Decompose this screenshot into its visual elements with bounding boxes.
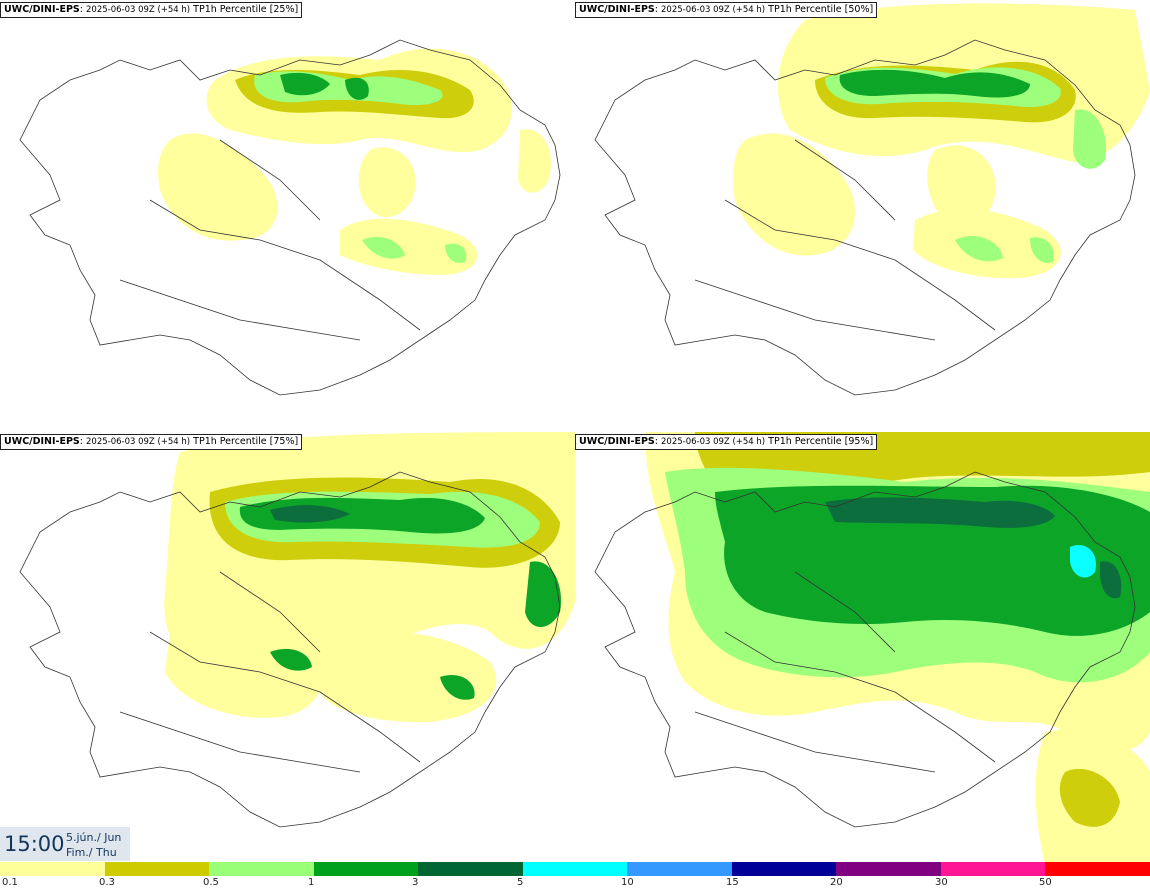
- legend-label: 20: [830, 877, 843, 888]
- panel-title: UWC/DINI-EPS: 2025-06-03 09Z (+54 h) TP1…: [0, 434, 303, 450]
- panel-source: UWC/DINI-EPS: [579, 4, 655, 15]
- legend-swatch: [313, 862, 419, 876]
- legend-label: 0.3: [99, 877, 115, 888]
- coastline: [594, 39, 1136, 396]
- legend-swatch: [627, 862, 732, 876]
- panel-title: UWC/DINI-EPS: 2025-06-03 09Z (+54 h) TP1…: [575, 2, 878, 18]
- precip-field: [645, 432, 1150, 864]
- coastline: [19, 39, 561, 396]
- valid-date: 5.jún./ Jun: [66, 831, 122, 844]
- legend-label: 0.1: [2, 877, 18, 888]
- panel-source: UWC/DINI-EPS: [579, 436, 655, 447]
- legend-label: 5: [517, 877, 524, 888]
- panel-title: UWC/DINI-EPS: 2025-06-03 09Z (+54 h) TP1…: [0, 2, 303, 18]
- panel-run: 2025-06-03 09Z (+54 h): [86, 5, 191, 15]
- valid-weekday: Fim./ Thu: [66, 846, 117, 859]
- panel-run: 2025-06-03 09Z (+54 h): [661, 5, 766, 15]
- precip-field: [158, 48, 551, 275]
- panel-field: TP1h Percentile [25%]: [193, 4, 299, 15]
- legend-swatch: [731, 862, 837, 876]
- precip-map-p50: [594, 3, 1150, 396]
- precip-legend: 0.1 0.3 0.5 1 3 5 10 15 20 30 50: [0, 862, 1150, 891]
- map-panel-p50: UWC/DINI-EPS: 2025-06-03 09Z (+54 h) TP1…: [575, 0, 1150, 432]
- panel-source: UWC/DINI-EPS: [4, 4, 80, 15]
- legend-label: 10: [621, 877, 634, 888]
- legend-swatch: [1045, 862, 1150, 876]
- panel-run: 2025-06-03 09Z (+54 h): [661, 437, 766, 447]
- map-panel-p25: UWC/DINI-EPS: 2025-06-03 09Z (+54 h) TP1…: [0, 0, 575, 432]
- panel-run: 2025-06-03 09Z (+54 h): [86, 437, 191, 447]
- legend-swatch: [522, 862, 628, 876]
- legend-swatch: [836, 862, 941, 876]
- legend-label: 30: [935, 877, 948, 888]
- precip-field: [164, 432, 575, 723]
- precip-map-p95: [594, 432, 1150, 864]
- coastline: [594, 471, 1136, 828]
- panel-field: TP1h Percentile [95%]: [768, 436, 874, 447]
- legend-label: 3: [412, 877, 419, 888]
- panel-title: UWC/DINI-EPS: 2025-06-03 09Z (+54 h) TP1…: [575, 434, 878, 450]
- panel-field: TP1h Percentile [50%]: [768, 4, 874, 15]
- panel-field: TP1h Percentile [75%]: [193, 436, 299, 447]
- legend-swatch: [209, 862, 314, 876]
- legend-label: 1: [308, 877, 315, 888]
- coastline: [19, 471, 561, 828]
- valid-hour: 15:00: [4, 832, 65, 856]
- legend-swatch: [104, 862, 210, 876]
- legend-swatch: [418, 862, 523, 876]
- map-panel-p95: UWC/DINI-EPS: 2025-06-03 09Z (+54 h) TP1…: [575, 432, 1150, 864]
- legend-label: 15: [726, 877, 739, 888]
- legend-swatch: [940, 862, 1046, 876]
- panel-source: UWC/DINI-EPS: [4, 436, 80, 447]
- precip-map-p75: [19, 432, 575, 828]
- legend-swatch: [0, 862, 105, 876]
- legend-label: 50: [1039, 877, 1052, 888]
- legend-label: 0.5: [203, 877, 219, 888]
- valid-time-box: 15:00 5.jún./ Jun Fim./ Thu: [0, 827, 130, 861]
- precip-field: [733, 3, 1150, 279]
- map-panel-p75: UWC/DINI-EPS: 2025-06-03 09Z (+54 h) TP1…: [0, 432, 575, 864]
- precip-map-p25: [19, 39, 561, 396]
- legend-color-bar: [0, 862, 1150, 876]
